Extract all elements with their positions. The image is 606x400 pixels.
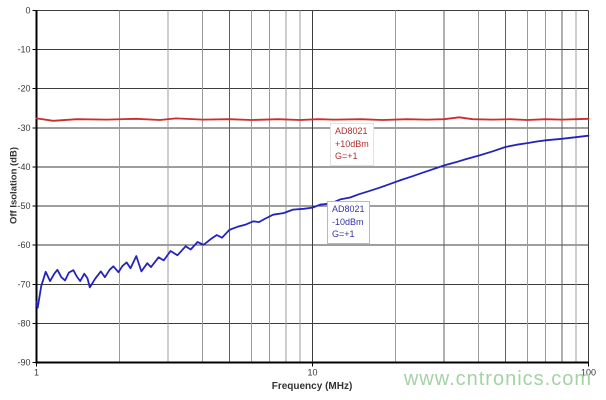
annotation-ad8021-minus10dbm: AD8021 -10dBm G=+1 (327, 201, 370, 244)
y-tick-label: -40 (17, 162, 30, 172)
y-tick-label: -20 (17, 84, 30, 94)
annotation-line: G=+1 (332, 229, 355, 239)
y-tick-label: -70 (17, 279, 30, 289)
annotation-line: -10dBm (332, 216, 364, 227)
annotation-line: G=+1 (335, 151, 358, 161)
trace-minus10dbm (35, 134, 590, 309)
x-tick-label: 100 (581, 368, 596, 378)
annotation-line: AD8021 (332, 204, 365, 214)
y-tick-label: -80 (17, 318, 30, 328)
y-tick-label: -10 (17, 45, 30, 55)
y-tick-label: -90 (17, 358, 30, 368)
y-tick-label: -30 (17, 123, 30, 133)
y-tick-label: -60 (17, 240, 30, 250)
y-axis-title: Off Isolation (dB) (8, 146, 20, 225)
x-tick-label: 10 (307, 368, 317, 378)
annotation-line: AD8021 (335, 126, 368, 136)
annotation-ad8021-plus10dbm: AD8021 +10dBm G=+1 (330, 123, 374, 166)
y-tick-label: 0 (25, 6, 30, 16)
x-tick-label: 1 (34, 368, 39, 378)
x-axis-title: Frequency (MHz) (271, 381, 353, 392)
trace-plus10dbm (35, 116, 590, 122)
y-tick-label: -50 (17, 201, 30, 211)
watermark: www.cntronics.com (403, 368, 592, 390)
annotation-line: +10dBm (335, 138, 369, 149)
